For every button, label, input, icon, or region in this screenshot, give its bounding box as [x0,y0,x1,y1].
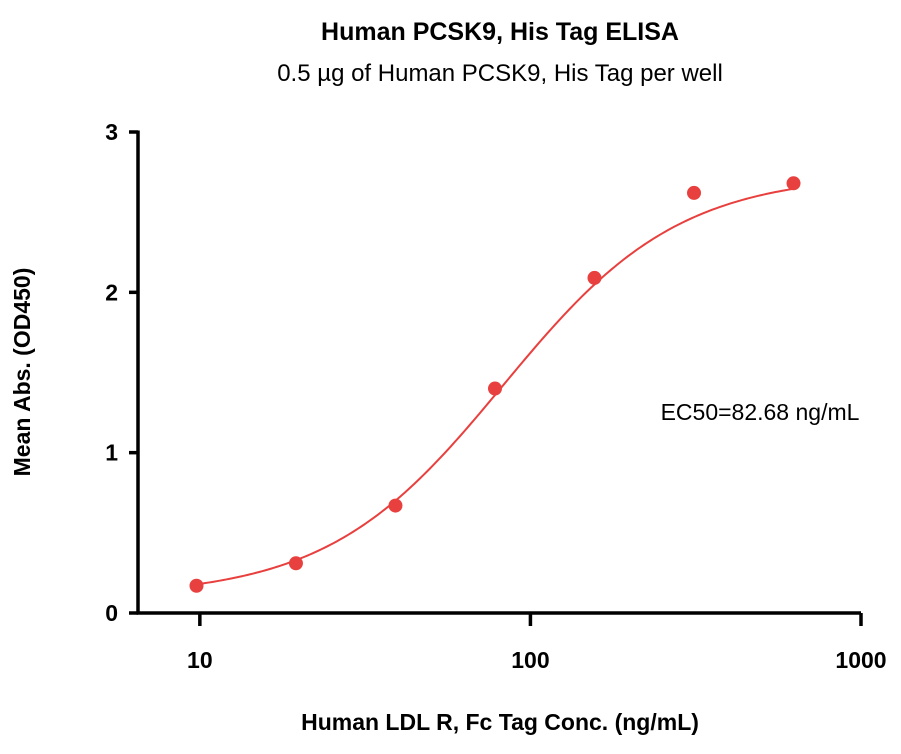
y-tick-label: 3 [105,119,118,145]
x-tick-label: 1000 [835,647,886,673]
x-tick-label: 100 [511,647,549,673]
chart-subtitle: 0.5 µg of Human PCSK9, His Tag per well [277,60,723,87]
chart-title: Human PCSK9, His Tag ELISA [321,18,679,46]
y-tick-label: 2 [105,279,118,305]
y-tick-label: 0 [105,600,118,626]
y-tick-label: 1 [105,440,118,466]
y-axis-title: Mean Abs. (OD450) [9,268,35,477]
y-axis: 0 1 2 3 [105,119,138,626]
data-point [288,556,303,571]
x-tick-label: 10 [187,647,213,673]
data-point [786,176,801,191]
x-axis: 10 100 1000 [187,613,887,673]
x-axis-title: Human LDL R, Fc Tag Conc. (ng/mL) [301,709,699,735]
ec50-annotation: EC50=82.68 ng/mL [661,399,860,425]
data-point [587,270,602,285]
data-point [189,578,204,593]
data-point [687,185,702,200]
data-markers [189,176,801,593]
data-point [388,498,403,513]
data-point [487,381,502,396]
